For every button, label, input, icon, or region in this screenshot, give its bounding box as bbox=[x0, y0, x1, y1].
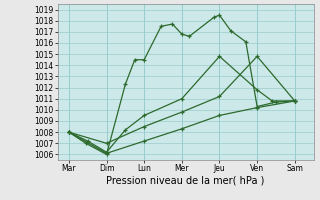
X-axis label: Pression niveau de la mer( hPa ): Pression niveau de la mer( hPa ) bbox=[107, 176, 265, 186]
